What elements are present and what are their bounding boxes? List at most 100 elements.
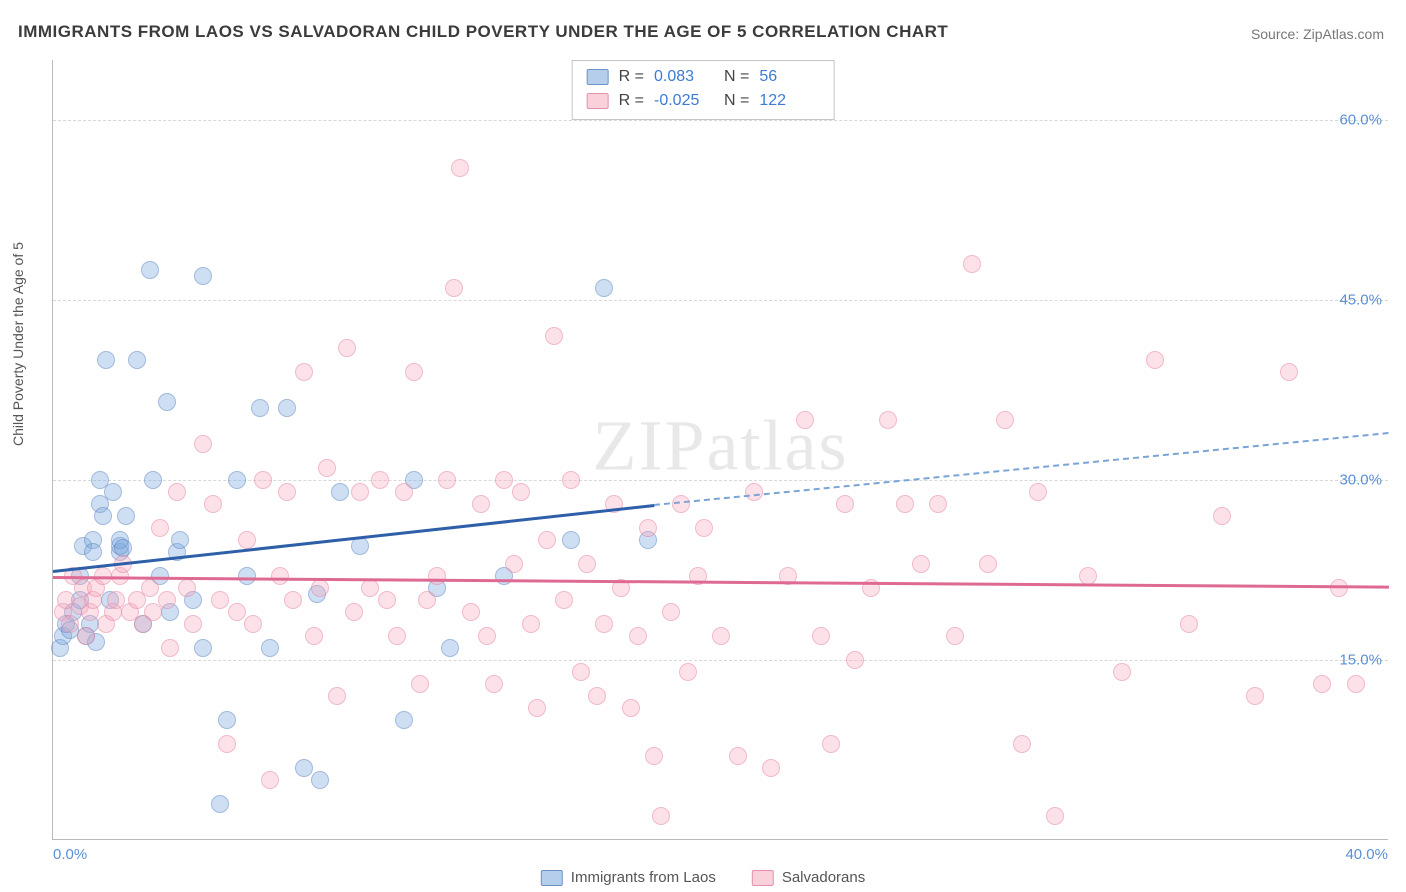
swatch-laos bbox=[541, 870, 563, 886]
data-point-salvadoran bbox=[1079, 567, 1097, 585]
data-point-salvadoran bbox=[178, 579, 196, 597]
data-point-salvadoran bbox=[1046, 807, 1064, 825]
x-tick-label: 0.0% bbox=[53, 846, 87, 863]
data-point-salvadoran bbox=[996, 411, 1014, 429]
data-point-salvadoran bbox=[836, 495, 854, 513]
stat-n-laos: 56 bbox=[759, 65, 819, 89]
data-point-salvadoran bbox=[812, 627, 830, 645]
data-point-salvadoran bbox=[572, 663, 590, 681]
swatch-laos bbox=[587, 69, 609, 85]
legend-item-salvadoran: Salvadorans bbox=[752, 869, 865, 886]
trend-line bbox=[654, 432, 1389, 506]
data-point-salvadoran bbox=[462, 603, 480, 621]
data-point-laos bbox=[395, 711, 413, 729]
data-point-laos bbox=[251, 399, 269, 417]
data-point-salvadoran bbox=[218, 735, 236, 753]
data-point-laos bbox=[218, 711, 236, 729]
gridline-h bbox=[53, 300, 1388, 301]
data-point-laos bbox=[97, 351, 115, 369]
data-point-laos bbox=[562, 531, 580, 549]
source-attribution: Source: ZipAtlas.com bbox=[1251, 26, 1384, 42]
data-point-laos bbox=[104, 483, 122, 501]
data-point-salvadoran bbox=[345, 603, 363, 621]
chart-title: IMMIGRANTS FROM LAOS VS SALVADORAN CHILD… bbox=[18, 22, 948, 42]
data-point-salvadoran bbox=[538, 531, 556, 549]
data-point-salvadoran bbox=[405, 363, 423, 381]
trend-line bbox=[53, 576, 1389, 589]
data-point-salvadoran bbox=[478, 627, 496, 645]
y-tick-label: 15.0% bbox=[1339, 652, 1382, 669]
data-point-salvadoran bbox=[451, 159, 469, 177]
data-point-salvadoran bbox=[168, 483, 186, 501]
data-point-salvadoran bbox=[388, 627, 406, 645]
legend-item-laos: Immigrants from Laos bbox=[541, 869, 716, 886]
data-point-salvadoran bbox=[578, 555, 596, 573]
data-point-salvadoran bbox=[1280, 363, 1298, 381]
data-point-salvadoran bbox=[695, 519, 713, 537]
data-point-salvadoran bbox=[1213, 507, 1231, 525]
data-point-salvadoran bbox=[729, 747, 747, 765]
stats-legend-box: R = 0.083 N = 56 R = -0.025 N = 122 bbox=[572, 60, 835, 120]
data-point-salvadoran bbox=[979, 555, 997, 573]
data-point-salvadoran bbox=[1113, 663, 1131, 681]
y-tick-label: 60.0% bbox=[1339, 112, 1382, 129]
legend-bottom: Immigrants from Laos Salvadorans bbox=[541, 869, 865, 886]
data-point-salvadoran bbox=[328, 687, 346, 705]
data-point-salvadoran bbox=[311, 579, 329, 597]
data-point-salvadoran bbox=[545, 327, 563, 345]
data-point-salvadoran bbox=[204, 495, 222, 513]
data-point-salvadoran bbox=[712, 627, 730, 645]
data-point-salvadoran bbox=[595, 615, 613, 633]
y-tick-label: 30.0% bbox=[1339, 472, 1382, 489]
data-point-salvadoran bbox=[528, 699, 546, 717]
data-point-salvadoran bbox=[351, 483, 369, 501]
stat-label-n: N = bbox=[724, 89, 749, 113]
data-point-salvadoran bbox=[318, 459, 336, 477]
data-point-salvadoran bbox=[278, 483, 296, 501]
data-point-salvadoran bbox=[438, 471, 456, 489]
data-point-salvadoran bbox=[254, 471, 272, 489]
stat-label-r: R = bbox=[619, 89, 644, 113]
gridline-h bbox=[53, 660, 1388, 661]
data-point-salvadoran bbox=[652, 807, 670, 825]
data-point-salvadoran bbox=[562, 471, 580, 489]
data-point-salvadoran bbox=[151, 519, 169, 537]
data-point-salvadoran bbox=[505, 555, 523, 573]
data-point-salvadoran bbox=[211, 591, 229, 609]
data-point-salvadoran bbox=[428, 567, 446, 585]
data-point-salvadoran bbox=[445, 279, 463, 297]
stats-row-laos: R = 0.083 N = 56 bbox=[587, 65, 820, 89]
data-point-salvadoran bbox=[679, 663, 697, 681]
data-point-salvadoran bbox=[522, 615, 540, 633]
data-point-salvadoran bbox=[1347, 675, 1365, 693]
data-point-salvadoran bbox=[395, 483, 413, 501]
data-point-salvadoran bbox=[261, 771, 279, 789]
data-point-salvadoran bbox=[629, 627, 647, 645]
data-point-salvadoran bbox=[141, 579, 159, 597]
y-axis-label: Child Poverty Under the Age of 5 bbox=[10, 242, 26, 446]
data-point-salvadoran bbox=[822, 735, 840, 753]
data-point-laos bbox=[278, 399, 296, 417]
data-point-salvadoran bbox=[61, 615, 79, 633]
data-point-salvadoran bbox=[946, 627, 964, 645]
data-point-salvadoran bbox=[411, 675, 429, 693]
data-point-laos bbox=[311, 771, 329, 789]
data-point-laos bbox=[295, 759, 313, 777]
data-point-laos bbox=[171, 531, 189, 549]
data-point-salvadoran bbox=[1029, 483, 1047, 501]
data-point-salvadoran bbox=[555, 591, 573, 609]
data-point-laos bbox=[595, 279, 613, 297]
data-point-laos bbox=[141, 261, 159, 279]
data-point-salvadoran bbox=[1246, 687, 1264, 705]
stat-label-n: N = bbox=[724, 65, 749, 89]
data-point-salvadoran bbox=[796, 411, 814, 429]
data-point-laos bbox=[194, 639, 212, 657]
gridline-h bbox=[53, 120, 1388, 121]
y-tick-label: 45.0% bbox=[1339, 292, 1382, 309]
data-point-salvadoran bbox=[305, 627, 323, 645]
data-point-salvadoran bbox=[495, 471, 513, 489]
data-point-salvadoran bbox=[639, 519, 657, 537]
gridline-h bbox=[53, 480, 1388, 481]
data-point-salvadoran bbox=[194, 435, 212, 453]
data-point-salvadoran bbox=[588, 687, 606, 705]
